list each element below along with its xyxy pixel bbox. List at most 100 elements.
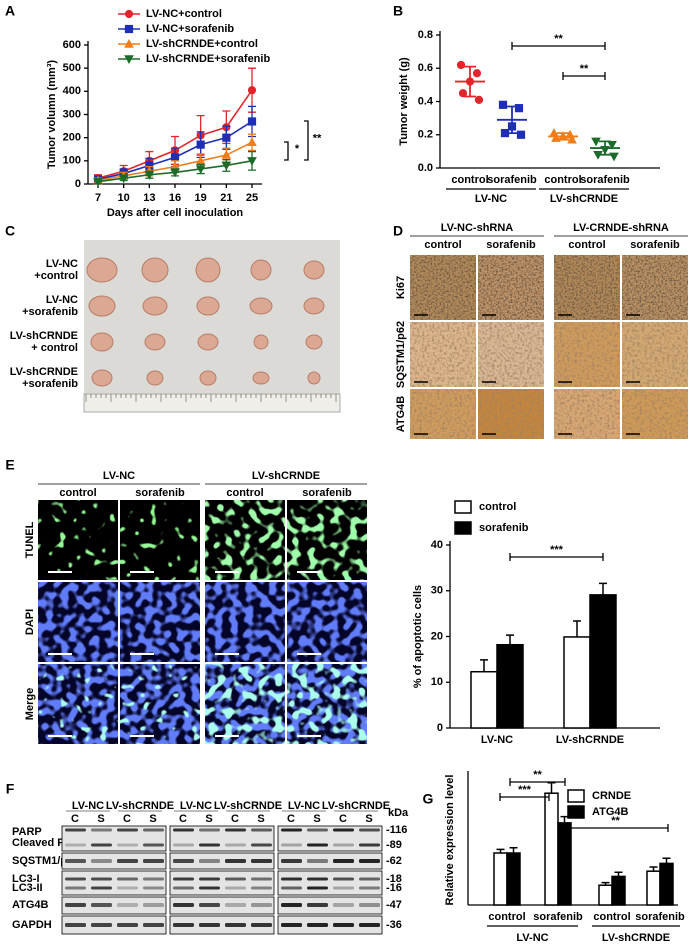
marker-label: -18 — [386, 873, 402, 885]
panel-label: D — [393, 223, 403, 239]
unit-label: kDa — [388, 807, 409, 819]
blot-band — [359, 843, 380, 847]
blot-band — [173, 886, 194, 890]
blot-band — [333, 843, 354, 847]
row-label: +control — [34, 270, 78, 282]
row-label: DAPI — [24, 609, 36, 635]
blot-band — [65, 843, 86, 847]
blot-frame — [169, 896, 275, 915]
lane-label: C — [287, 813, 295, 825]
error-bar — [573, 620, 581, 637]
error-bar — [509, 847, 518, 853]
blot-frame — [277, 870, 383, 896]
tumor — [305, 334, 323, 350]
group-label: LV-NC — [72, 800, 104, 812]
x-tick-label: sorafenib — [533, 911, 583, 923]
y-tick-label: 0.8 — [418, 29, 433, 41]
marker-label: -47 — [386, 899, 402, 911]
y-tick-label: 600 — [63, 39, 81, 51]
blot-band — [307, 923, 328, 927]
blot-band — [117, 859, 138, 863]
y-tick-label: 0.6 — [418, 62, 433, 74]
panel-label: A — [5, 3, 15, 19]
bar — [646, 870, 661, 906]
bar — [611, 875, 626, 906]
tumor — [144, 333, 166, 351]
tumor — [88, 295, 116, 317]
y-tick-label: 0.4 — [418, 95, 434, 107]
marker-label: -16 — [386, 882, 402, 894]
mean-sd — [548, 132, 578, 141]
lane-label: S — [97, 813, 104, 825]
blot-band — [225, 903, 246, 907]
blot-band — [359, 828, 380, 832]
marker — [456, 60, 466, 70]
error-bar — [480, 659, 488, 672]
bar — [557, 822, 572, 906]
y-tick-label: 0.2 — [418, 129, 433, 141]
x-tick-label: 10 — [118, 192, 130, 204]
y-axis-label: Relative expression level — [444, 775, 456, 906]
lane-label: S — [313, 813, 320, 825]
legend-swatch — [454, 521, 472, 535]
x-tick-label: LV-shCRNDE — [556, 734, 624, 746]
x-tick-label: 19 — [195, 192, 207, 204]
tumor — [91, 369, 113, 387]
x-tick-label: sorafenib — [635, 911, 685, 923]
x-tick-label: 13 — [143, 192, 155, 204]
row-label: LV-shCRNDE — [10, 366, 78, 378]
blot-band — [173, 843, 194, 847]
mean-sd — [497, 105, 527, 134]
legend-label: ATG4B — [592, 806, 629, 818]
micrograph-signal — [120, 500, 200, 580]
legend-marker — [124, 9, 134, 19]
x-tick-label: 25 — [246, 192, 258, 204]
column-label: control — [226, 487, 263, 499]
micrograph-signal — [38, 500, 118, 580]
column-label: control — [568, 239, 605, 251]
column-label: sorafenib — [630, 239, 680, 251]
tumor — [142, 296, 168, 316]
blot-frame — [61, 896, 167, 915]
x-tick-label: control — [544, 174, 581, 186]
panel-label: B — [393, 3, 403, 19]
blot-frame — [277, 852, 383, 870]
y-tick-label: 300 — [63, 108, 81, 120]
group-label: LV-NC — [516, 932, 548, 944]
blot-band — [65, 886, 86, 890]
marker — [195, 165, 206, 174]
blot-frame — [169, 915, 275, 935]
tumor — [303, 260, 325, 280]
bar — [493, 852, 508, 906]
marker — [118, 174, 129, 184]
marker — [247, 117, 257, 126]
y-tick-label: 0 — [437, 722, 443, 734]
blot-band — [199, 886, 220, 890]
x-tick-label: sorafenib — [487, 174, 537, 186]
legend-swatch — [454, 500, 472, 514]
marker — [93, 177, 103, 187]
blot-band — [173, 859, 194, 863]
blot-band — [307, 877, 328, 881]
lane-label: C — [71, 813, 79, 825]
micrograph-signal — [287, 500, 367, 580]
legend-label: control — [479, 501, 516, 513]
micrograph-texture — [410, 389, 476, 439]
blot-band — [225, 828, 246, 832]
blot-frame — [61, 870, 167, 896]
x-tick-label: 16 — [169, 192, 181, 204]
blot-frame — [61, 852, 167, 870]
blot-band — [251, 859, 272, 863]
marker — [221, 150, 232, 159]
group-label: LV-shCRNDE — [252, 470, 320, 482]
lane-label: C — [123, 813, 131, 825]
group-label: LV-NC — [180, 800, 212, 812]
blot-band — [359, 886, 380, 890]
micrograph-signal — [38, 664, 118, 744]
bar — [659, 862, 674, 906]
y-tick-label: 400 — [63, 85, 81, 97]
legend-label: LV-shCRNDE+control — [146, 38, 258, 50]
blot-band — [307, 828, 328, 832]
tumor — [252, 371, 270, 385]
blot-band — [91, 859, 112, 863]
